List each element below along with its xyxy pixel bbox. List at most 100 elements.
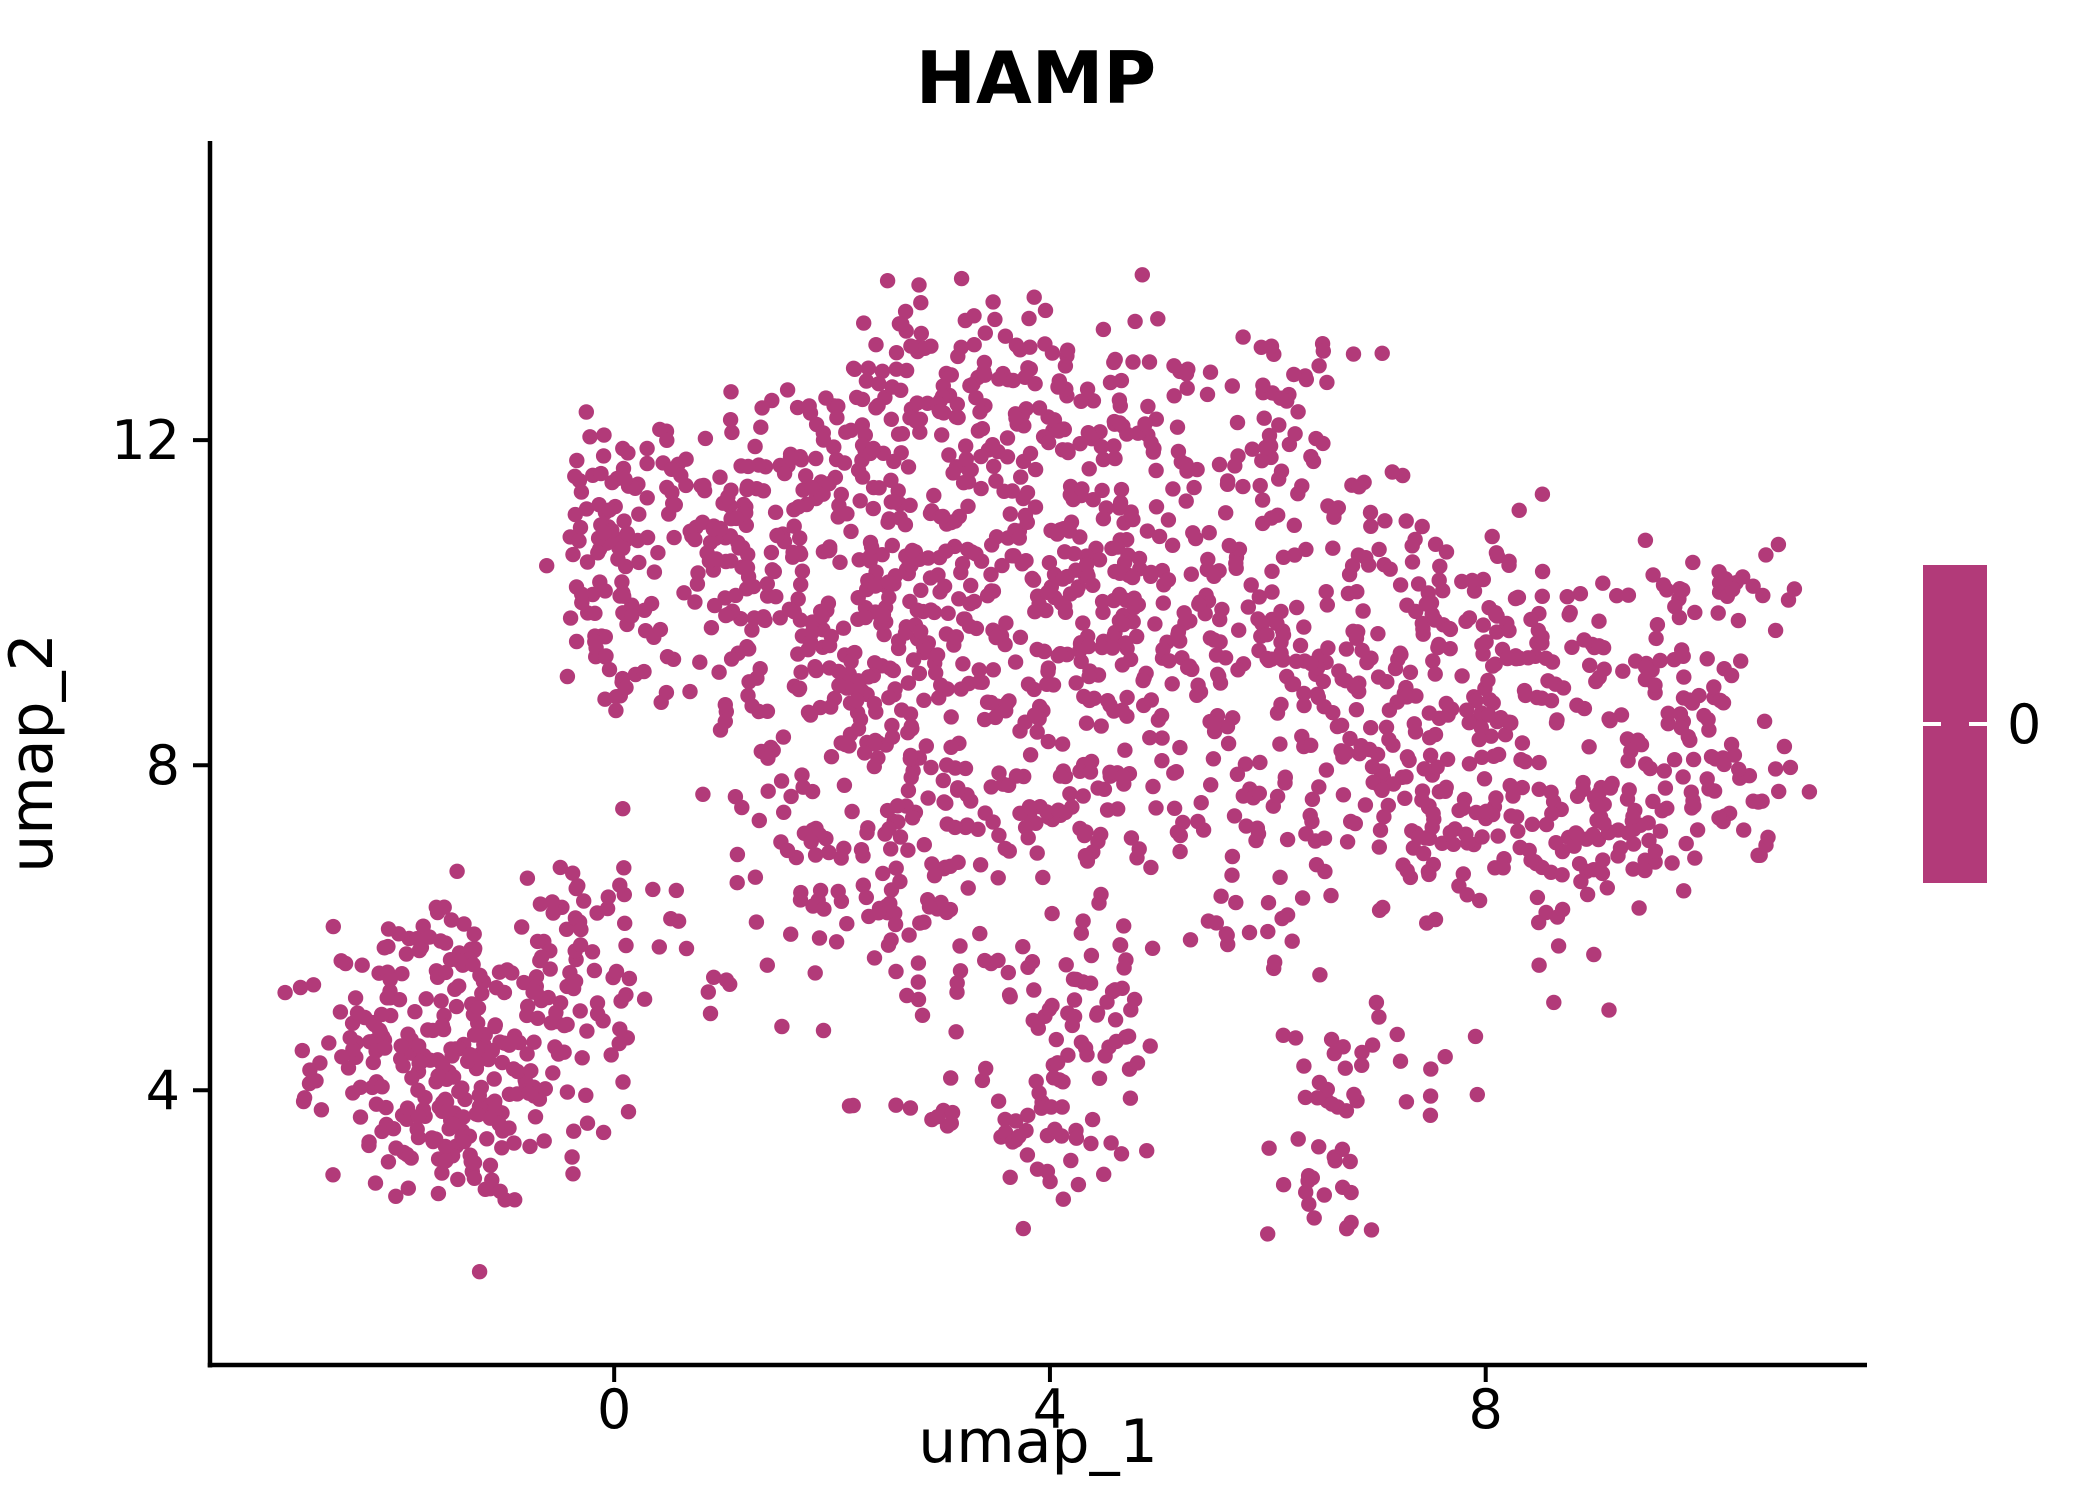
scatter-point — [1619, 791, 1636, 807]
scatter-point — [1057, 604, 1074, 620]
scatter-point — [1297, 1089, 1314, 1106]
scatter-point — [1073, 393, 1089, 409]
scatter-point — [978, 1060, 994, 1077]
scatter-point — [1119, 689, 1135, 706]
scatter-point — [1503, 714, 1519, 731]
scatter-point — [696, 483, 713, 499]
scatter-point — [1005, 372, 1021, 389]
scatter-point — [376, 940, 392, 956]
scatter-point — [629, 532, 646, 549]
scatter-point — [1613, 707, 1630, 723]
scatter-point — [857, 609, 874, 626]
scatter-point — [608, 702, 624, 719]
scatter-point — [793, 664, 809, 680]
scatter-point — [1319, 597, 1336, 613]
scatter-point — [1029, 641, 1045, 658]
scatter-point — [1244, 441, 1261, 457]
scatter-point — [1654, 803, 1670, 819]
scatter-point — [972, 857, 989, 873]
scatter-point — [1438, 695, 1455, 712]
scatter-point — [321, 1035, 337, 1051]
scatter-point — [1374, 782, 1390, 798]
scatter-point — [1681, 692, 1698, 708]
scatter-point — [687, 531, 703, 548]
scatter-point — [1348, 702, 1365, 718]
scatter-point — [479, 1131, 495, 1147]
scatter-point — [1107, 450, 1123, 467]
scatter-point — [610, 551, 626, 567]
scatter-point — [1389, 1026, 1405, 1043]
scatter-point — [801, 705, 817, 721]
scatter-point — [1143, 859, 1159, 876]
scatter-point — [334, 1049, 350, 1065]
scatter-point — [836, 455, 853, 471]
scatter-point — [1113, 372, 1130, 389]
scatter-point — [1219, 927, 1235, 943]
scatter-point — [881, 511, 897, 527]
scatter-point — [1251, 589, 1268, 605]
scatter-point — [1284, 676, 1300, 693]
scatter-point — [646, 564, 663, 580]
scatter-point — [856, 745, 873, 761]
scatter-point — [1490, 746, 1507, 763]
scatter-point — [1148, 499, 1165, 515]
scatter-point — [1469, 1086, 1486, 1103]
scatter-point — [1104, 640, 1121, 656]
scatter-point — [921, 899, 938, 915]
scatter-point — [920, 790, 936, 806]
scatter-point — [1678, 835, 1694, 852]
scatter-point — [1085, 577, 1101, 593]
scatter-point — [388, 1188, 404, 1205]
scatter-point — [1377, 513, 1393, 529]
scatter-point — [1011, 1128, 1027, 1145]
scatter-point — [910, 991, 927, 1008]
scatter-point — [1625, 808, 1641, 825]
scatter-point — [1384, 464, 1401, 480]
scatter-point — [938, 795, 954, 811]
scatter-point — [1351, 746, 1368, 762]
scatter-point — [1134, 267, 1151, 283]
scatter-point — [746, 610, 762, 626]
scatter-point — [1039, 804, 1055, 820]
scatter-point — [1767, 761, 1784, 777]
scatter-point — [1078, 557, 1095, 573]
scatter-point — [747, 869, 764, 885]
scatter-point — [1425, 653, 1441, 669]
scatter-point — [1260, 1226, 1276, 1242]
scatter-point — [791, 681, 807, 698]
scatter-point — [1363, 720, 1379, 736]
scatter-point — [1290, 486, 1306, 502]
scatter-point — [731, 540, 747, 556]
scatter-point — [718, 972, 735, 988]
scatter-point — [586, 962, 603, 979]
scatter-point — [985, 662, 1001, 678]
scatter-point — [1040, 584, 1056, 601]
scatter-point — [1274, 910, 1290, 927]
scatter-point — [1706, 679, 1722, 695]
scatter-point — [589, 1006, 606, 1022]
scatter-point — [615, 1074, 631, 1090]
scatter-point — [990, 443, 1006, 460]
scatter-point — [1520, 650, 1536, 666]
scatter-point — [447, 981, 463, 997]
scatter-point — [858, 889, 874, 906]
scatter-point — [884, 717, 900, 734]
scatter-point — [1595, 852, 1611, 868]
scatter-point — [789, 399, 806, 416]
scatter-point — [839, 916, 855, 932]
scatter-point — [821, 476, 837, 492]
scatter-point — [839, 506, 855, 522]
scatter-point — [1147, 616, 1163, 632]
scatter-point — [1696, 707, 1712, 724]
scatter-point — [1251, 785, 1268, 801]
scatter-point — [1534, 486, 1551, 502]
scatter-point — [855, 877, 871, 893]
scatter-point — [1511, 502, 1527, 518]
scatter-point — [410, 1108, 427, 1125]
scatter-point — [1212, 611, 1228, 628]
scatter-point — [1304, 813, 1320, 830]
scatter-point — [1576, 700, 1593, 717]
scatter-point — [1323, 887, 1339, 904]
scatter-point — [913, 623, 929, 640]
scatter-point — [1255, 377, 1271, 393]
